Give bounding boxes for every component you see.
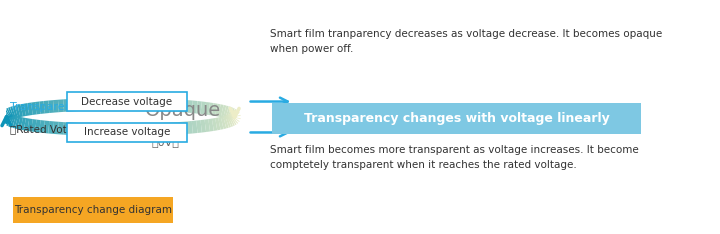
Text: Smart film becomes more transparent as voltage increases. It become
comptetely t: Smart film becomes more transparent as v… [271, 145, 639, 170]
Text: Transparency changes with voltage linearly: Transparency changes with voltage linear… [304, 112, 609, 125]
Text: （0V）: （0V） [151, 137, 179, 147]
FancyBboxPatch shape [13, 197, 173, 223]
Text: Transparency change diagram: Transparency change diagram [14, 205, 172, 215]
FancyBboxPatch shape [67, 123, 187, 142]
Text: （Rated Votage）: （Rated Votage） [9, 125, 92, 135]
FancyBboxPatch shape [272, 102, 641, 134]
Text: Increase voltage: Increase voltage [84, 128, 170, 137]
Text: Opaque: Opaque [145, 101, 221, 120]
Text: Smart film tranparency decreases as voltage decrease. It becomes opaque
when pow: Smart film tranparency decreases as volt… [271, 29, 662, 54]
Text: Decrease voltage: Decrease voltage [81, 97, 173, 106]
FancyBboxPatch shape [67, 92, 187, 111]
Text: Transparent: Transparent [9, 102, 76, 112]
